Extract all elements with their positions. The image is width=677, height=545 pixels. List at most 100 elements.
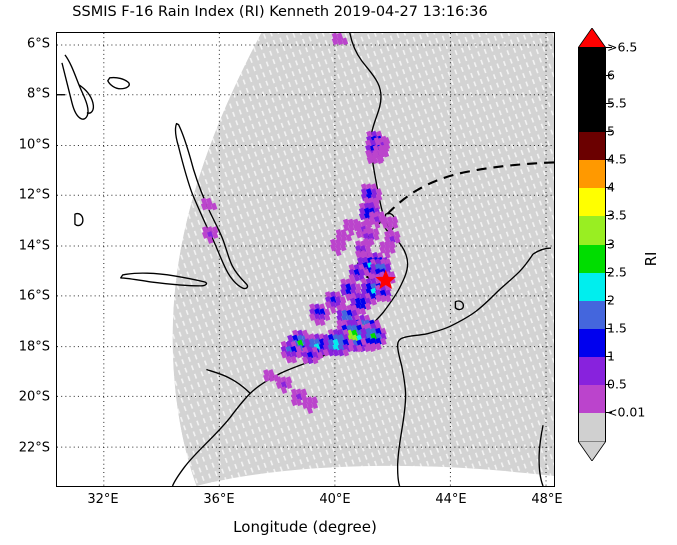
precip-pixel <box>348 268 356 277</box>
precip-pixel <box>295 393 303 402</box>
precip-pixel <box>365 144 372 153</box>
precip-pixel <box>311 351 319 360</box>
precip-pixel <box>324 296 332 304</box>
precip-pixel <box>359 297 367 306</box>
precip-pixel <box>363 268 371 277</box>
precip-pixel <box>383 136 391 145</box>
precip-pixel <box>384 289 392 298</box>
precip-pixel <box>331 33 339 41</box>
precip-pixel <box>268 374 275 382</box>
precip-pixel <box>309 303 316 312</box>
precip-pixel <box>359 240 367 248</box>
precip-pixel <box>285 340 293 349</box>
colorbar-tick-label: 5 <box>607 123 615 139</box>
precip-pixel <box>360 277 368 286</box>
precip-pixel <box>381 216 389 224</box>
precip-pixel <box>394 235 401 244</box>
precip-pixel <box>327 333 335 342</box>
precip-pixel <box>354 292 362 301</box>
precip-pixel <box>201 226 209 234</box>
precip-pixel <box>346 324 353 333</box>
precip-pixel <box>382 149 390 158</box>
precip-pixel <box>360 282 368 291</box>
precip-pixel <box>358 202 366 211</box>
precip-pixel <box>306 396 314 405</box>
precip-pixel <box>205 197 213 206</box>
precip-pixel <box>341 319 348 328</box>
precip-pixel <box>334 248 342 257</box>
precip-pixel <box>301 356 309 365</box>
precip-pixel <box>360 188 368 196</box>
precip-pixel <box>391 216 399 224</box>
precip-pixel <box>314 313 321 322</box>
precip-pixel <box>336 314 343 323</box>
precip-pixel <box>363 196 370 205</box>
precip-pixel <box>347 338 355 347</box>
precip-pixel <box>342 333 350 342</box>
precip-pixel <box>336 33 344 41</box>
precip-pixel <box>292 329 299 338</box>
precip-pixel <box>377 144 385 153</box>
colorbar-tick-mark <box>606 131 612 133</box>
precip-pixel <box>379 246 386 254</box>
precip-pixel <box>370 337 377 346</box>
precip-pixel <box>373 232 380 241</box>
precip-pixel <box>368 202 376 211</box>
ytick-label: 10°S <box>18 137 50 153</box>
precip-pixel <box>394 230 401 239</box>
precip-pixel <box>363 202 371 211</box>
precip-pixel <box>201 231 209 239</box>
precip-pixel <box>285 376 293 385</box>
precip-pixel <box>332 338 340 347</box>
precip-pixel <box>370 139 377 148</box>
precip-pixel <box>306 351 314 360</box>
precip-pixel <box>332 343 340 352</box>
precip-pixel <box>319 308 326 317</box>
precip-pixel <box>337 338 345 347</box>
precip-pixel <box>355 240 362 248</box>
colorbar-tick-mark <box>606 271 612 273</box>
precip-pixel <box>359 307 367 316</box>
precip-pixel <box>368 232 375 241</box>
precip-pixel <box>349 292 357 301</box>
precip-pixel <box>380 327 387 336</box>
colorbar-band <box>579 412 605 442</box>
colorbar-tick-mark <box>606 355 612 357</box>
colorbar-tick-mark <box>606 215 612 217</box>
precip-pixel <box>263 369 270 377</box>
precip-pixel <box>329 291 337 299</box>
colorbar-tick-mark <box>606 187 612 189</box>
precip-pixel <box>380 337 387 346</box>
precip-pixel <box>375 294 382 303</box>
colorbar-tick-label: 2.5 <box>607 264 627 280</box>
precip-pixel <box>373 216 381 224</box>
precip-pixel <box>384 294 392 303</box>
precip-pixel <box>354 297 362 306</box>
precip-pixel <box>324 291 332 299</box>
precip-pixel <box>363 227 370 236</box>
precip-pixel <box>306 356 314 365</box>
colorbar-tick-mark <box>606 411 612 413</box>
xtick-label: 32°E <box>87 492 119 507</box>
precip-pixel <box>345 293 352 302</box>
precip-pixel <box>297 334 304 343</box>
colorbar-band <box>579 76 605 105</box>
precip-pixel <box>340 288 347 297</box>
precip-pixel <box>389 230 396 239</box>
precip-pixel <box>348 263 356 272</box>
precip-pixel <box>346 319 353 328</box>
precip-pixel <box>377 251 384 260</box>
precip-pixel <box>380 332 387 341</box>
precip-pixel <box>301 401 309 410</box>
colorbar-title: RI <box>642 251 660 267</box>
precip-pixel <box>351 324 358 333</box>
precip-pixel <box>384 235 391 244</box>
precip-pixel <box>280 386 288 394</box>
precip-pixel <box>334 291 342 299</box>
xtick-label: 44°E <box>435 492 467 507</box>
precip-pixel <box>350 278 357 287</box>
precip-pixel <box>379 263 387 272</box>
precip-pixel <box>210 202 218 211</box>
precip-pixel <box>297 339 304 348</box>
precip-pixel <box>327 343 335 352</box>
